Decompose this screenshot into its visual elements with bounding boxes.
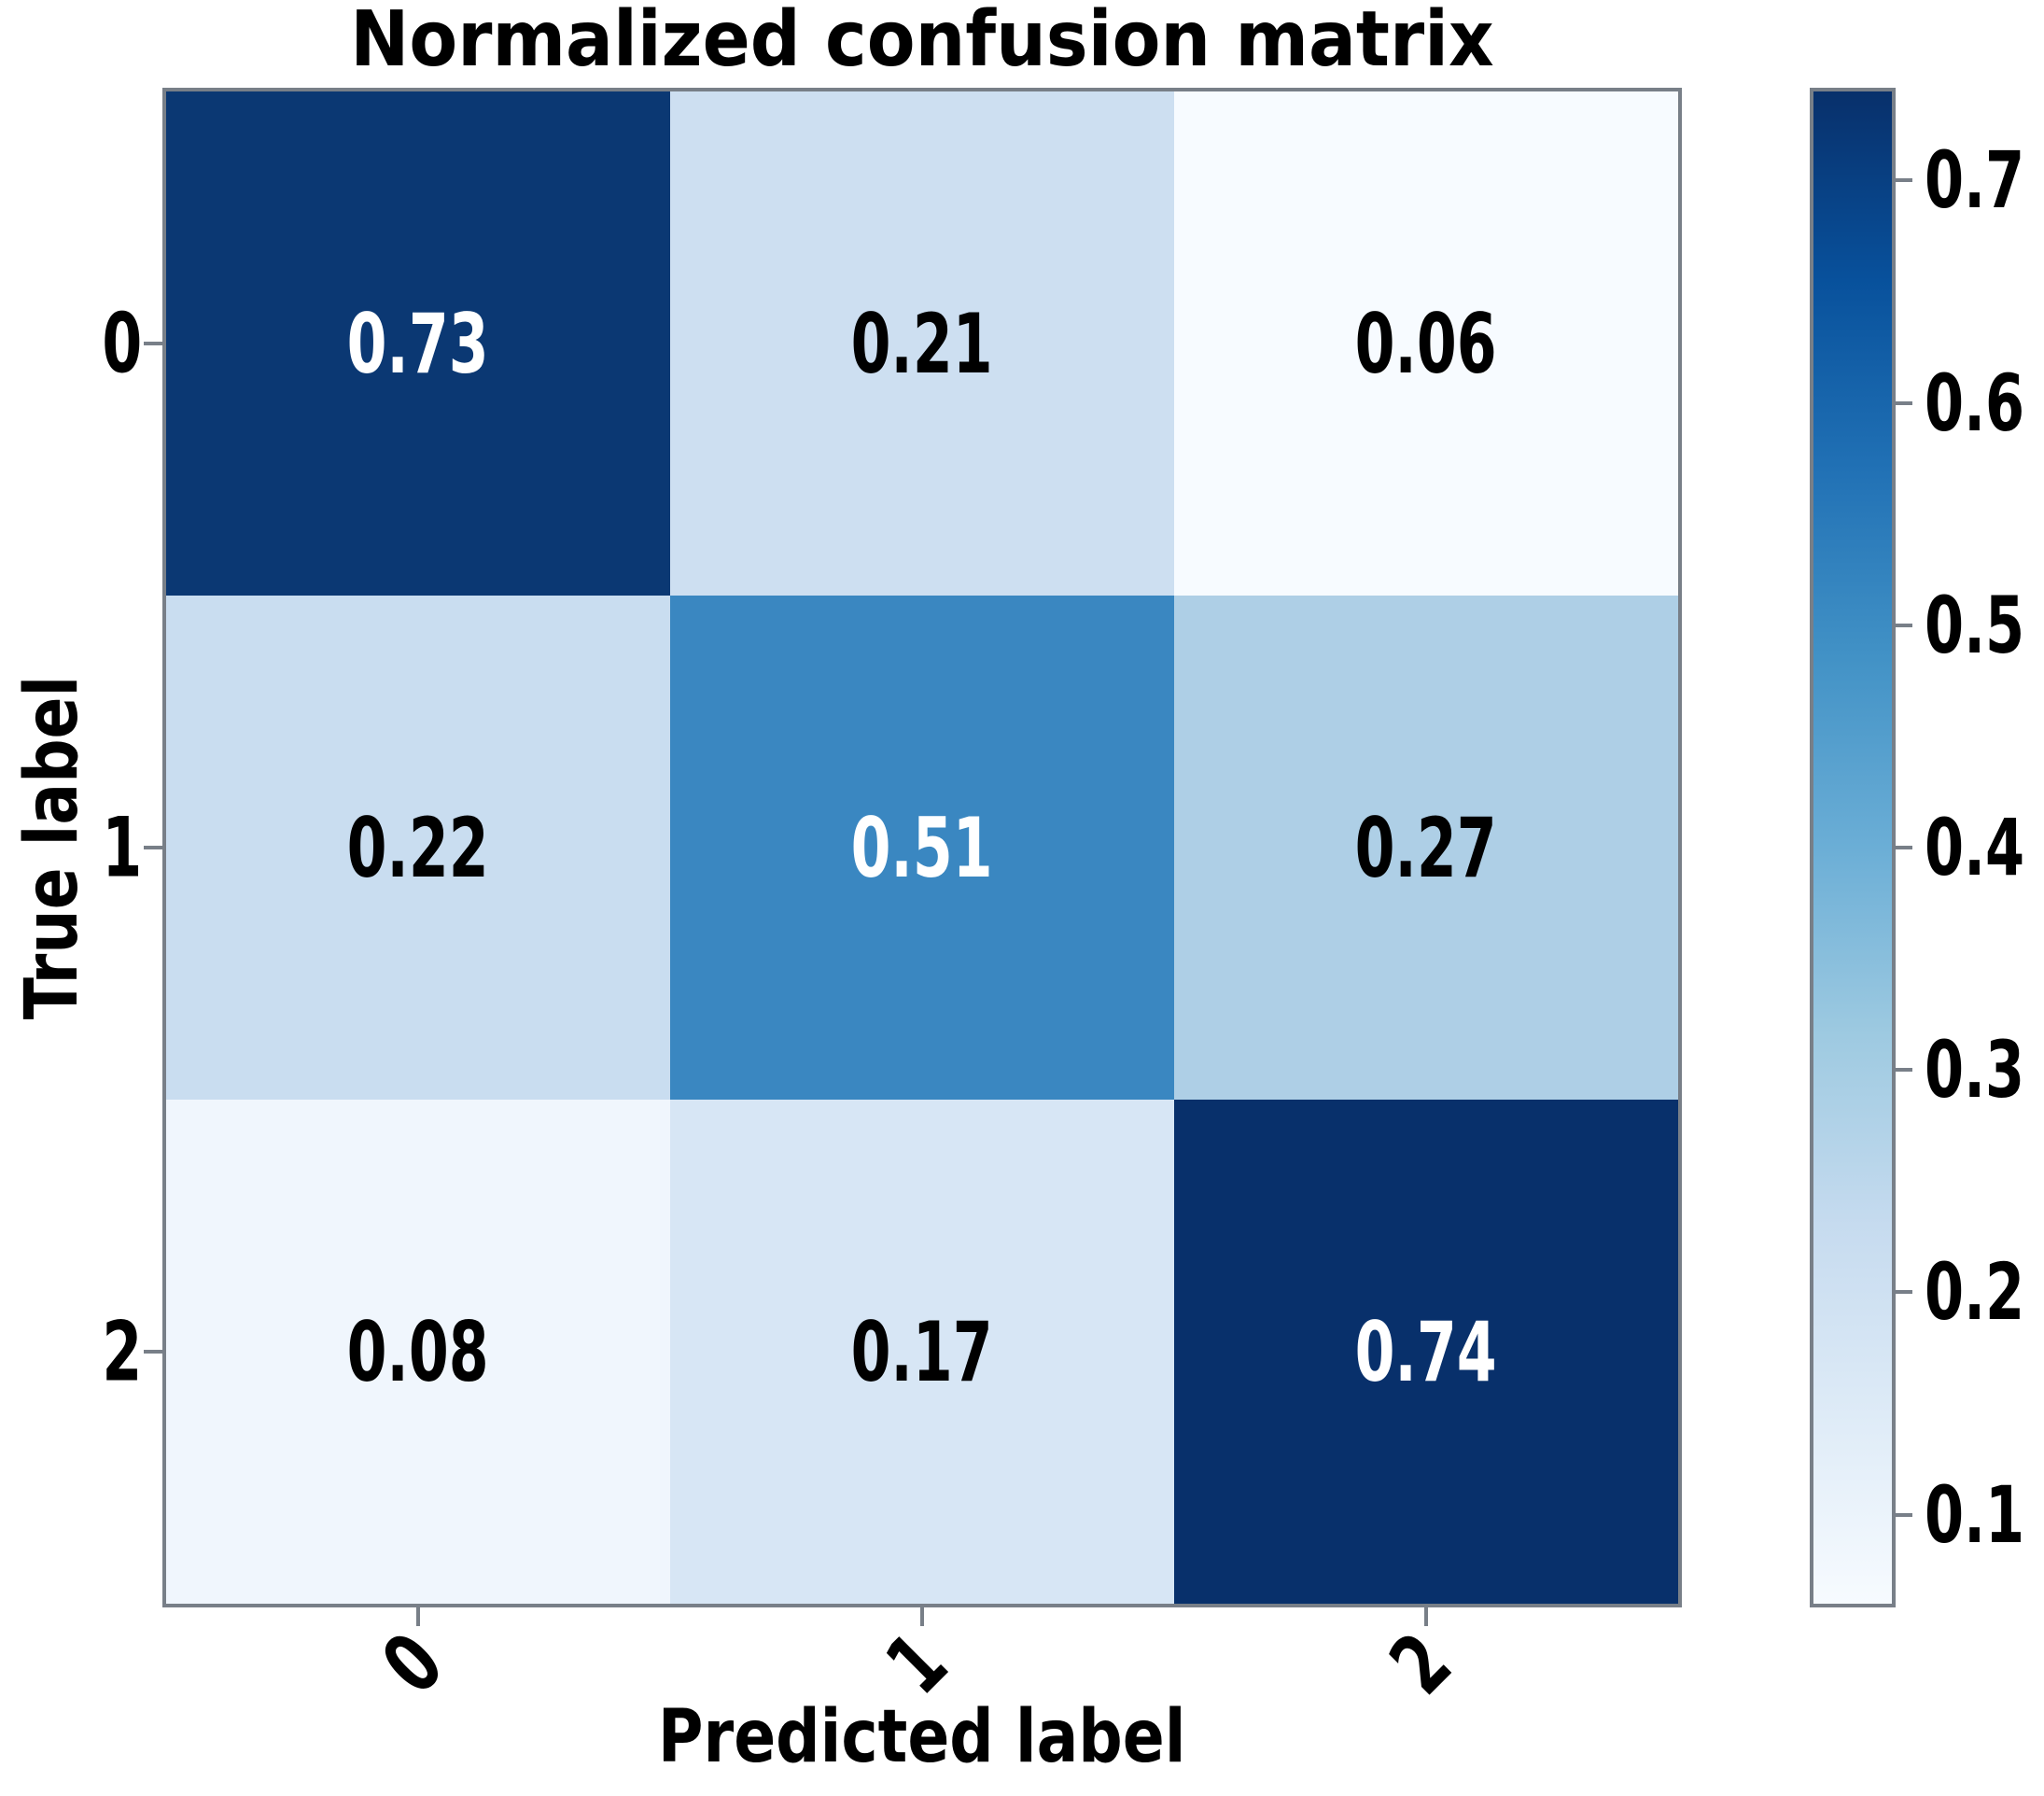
x-tick-mark [920,1607,924,1626]
heatmap-cell-r0c0: 0.73 [166,91,670,596]
cell-value: 0.06 [1355,295,1497,392]
colorbar-tick-label-4: 0.3 [1925,1024,2025,1115]
colorbar-tick-mark [1896,1290,1912,1294]
cell-value: 0.21 [851,295,993,392]
heatmap-cell-r0c1: 0.21 [670,91,1174,596]
chart-title: Normalized confusion matrix [166,0,1678,80]
cell-value: 0.17 [851,1303,993,1400]
y-tick-label-0: 0 [102,295,142,392]
y-tick-mark [144,1350,162,1354]
heatmap-cell-r2c0: 0.08 [166,1100,670,1604]
cell-value: 0.73 [347,295,489,392]
cell-value: 0.51 [851,799,993,896]
colorbar-tick-label-0: 0.7 [1925,134,2025,226]
colorbar-tick-label-5: 0.2 [1925,1246,2025,1338]
colorbar-tick-label-1: 0.6 [1925,358,2025,449]
heatmap-cell-r2c2: 0.74 [1174,1100,1678,1604]
colorbar-tick-label-6: 0.1 [1925,1469,2025,1561]
y-tick-mark [144,846,162,849]
x-axis-label: Predicted label [658,1695,1186,1779]
y-tick-label-2: 2 [102,1303,142,1400]
cell-value: 0.27 [1355,799,1497,896]
cell-value: 0.08 [347,1303,489,1400]
y-tick-mark [144,342,162,345]
y-axis-label: True label [10,675,94,1020]
colorbar-tick-mark [1896,401,1912,405]
chart-title-text: Normalized confusion matrix [350,0,1494,84]
colorbar-tick-label-2: 0.5 [1925,580,2025,671]
x-tick-mark [416,1607,420,1626]
colorbar-gradient [1813,91,1892,1604]
colorbar-tick-mark [1896,624,1912,627]
colorbar-tick-label-3: 0.4 [1925,802,2025,893]
y-tick-label-1: 1 [102,799,142,896]
heatmap-cell-r1c2: 0.27 [1174,596,1678,1100]
heatmap-cell-r1c0: 0.22 [166,596,670,1100]
colorbar-tick-mark [1896,846,1912,849]
colorbar [1810,88,1896,1607]
cell-value: 0.74 [1355,1303,1497,1400]
cell-value: 0.22 [347,799,489,896]
colorbar-tick-mark [1896,1513,1912,1517]
heatmap-cell-r0c2: 0.06 [1174,91,1678,596]
heatmap-cell-r1c1: 0.51 [670,596,1174,1100]
x-tick-mark [1424,1607,1428,1626]
colorbar-tick-mark [1896,1068,1912,1072]
heatmap: 0.73 0.21 0.06 0.22 0.51 0.27 0.08 0.17 … [162,88,1682,1607]
heatmap-cell-r2c1: 0.17 [670,1100,1174,1604]
colorbar-tick-mark [1896,178,1912,182]
